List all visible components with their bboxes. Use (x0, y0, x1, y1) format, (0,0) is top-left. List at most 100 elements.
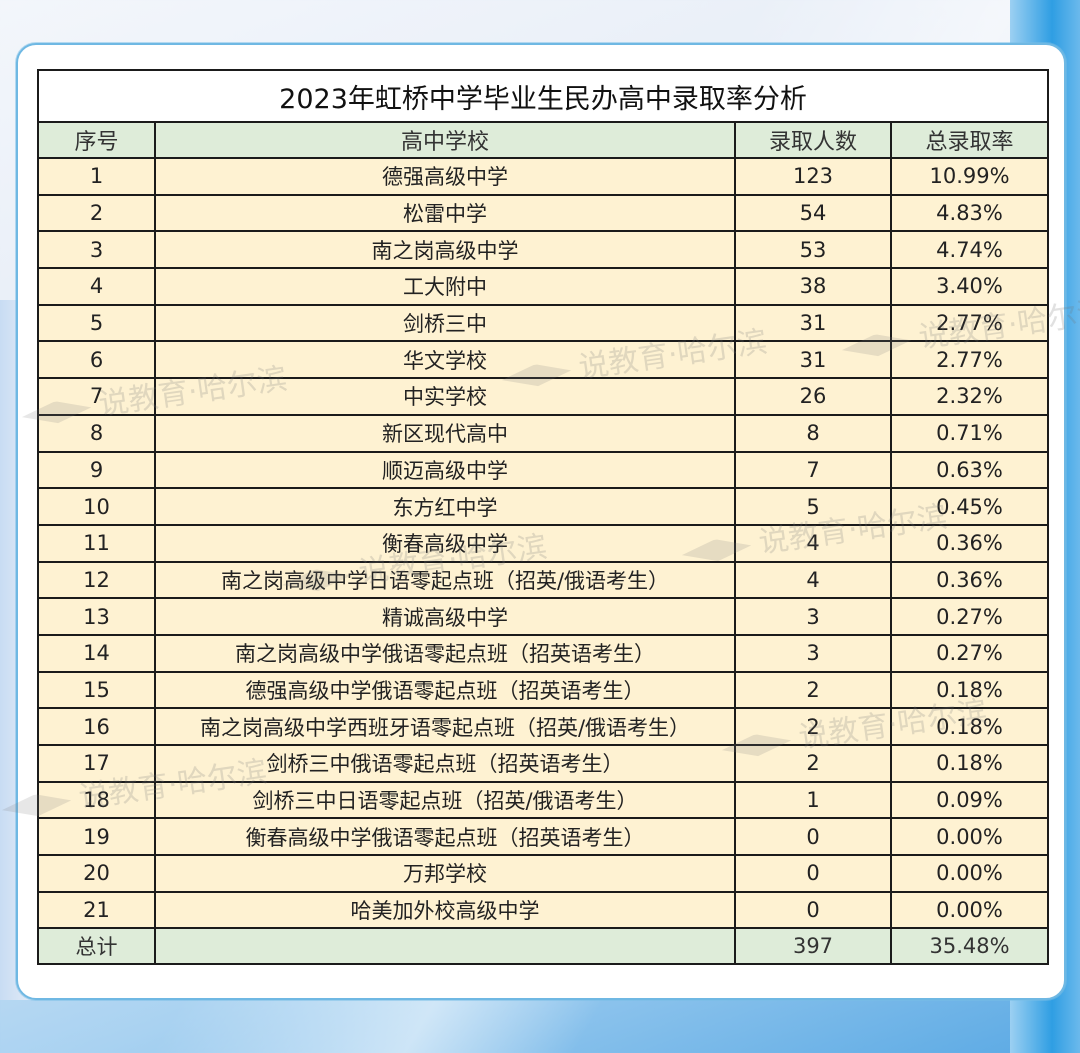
table-row: 2 松雷中学 54 4.83% (37, 193, 1050, 233)
school-name: 剑桥三中日语零起点班（招英/俄语考生） (154, 780, 736, 820)
row-number: 3 (37, 230, 156, 270)
table-row: 17 剑桥三中俄语零起点班（招英语考生） 2 0.18% (37, 744, 1050, 783)
table-row: 14 南之岗高级中学俄语零起点班（招英语考生） 3 0.27% (37, 633, 1050, 673)
row-number: 11 (37, 523, 156, 563)
admission-count: 0 (734, 890, 892, 930)
school-name: 工大附中 (154, 267, 736, 306)
table-row: 7 中实学校 26 2.32% (37, 377, 1050, 416)
table-row: 4 工大附中 38 3.40% (37, 267, 1050, 306)
row-number: 4 (37, 267, 156, 306)
total-school (154, 927, 736, 966)
table-row: 5 剑桥三中 31 2.77% (37, 303, 1050, 343)
admission-rate-table: 2023年虹桥中学毕业生民办高中录取率分析 序号 高中学校 录取人数 总录取率 … (36, 69, 1050, 966)
admission-count: 1 (734, 780, 892, 820)
table-row: 18 剑桥三中日语零起点班（招英/俄语考生） 1 0.09% (37, 780, 1050, 820)
table-row: 6 华文学校 31 2.77% (37, 340, 1050, 380)
school-name: 顺迈高级中学 (154, 450, 736, 490)
row-number: 14 (37, 633, 156, 673)
admission-rate: 0.00% (889, 854, 1050, 893)
table-row: 21 哈美加外校高级中学 0 0.00% (37, 890, 1050, 930)
admission-count: 0 (734, 817, 892, 857)
admission-rate: 0.27% (889, 633, 1050, 673)
admission-count: 2 (734, 670, 892, 710)
row-number: 19 (37, 817, 156, 857)
row-number: 9 (37, 450, 156, 490)
row-number: 5 (37, 303, 156, 343)
table-row: 20 万邦学校 0 0.00% (37, 854, 1050, 893)
school-name: 南之岗高级中学日语零起点班（招英/俄语考生） (154, 560, 736, 600)
school-name: 德强高级中学 (154, 157, 736, 196)
table-row: 15 德强高级中学俄语零起点班（招英语考生） 2 0.18% (37, 670, 1050, 710)
table-row: 19 衡春高级中学俄语零起点班（招英语考生） 0 0.00% (37, 817, 1050, 857)
table-row: 13 精诚高级中学 3 0.27% (37, 597, 1050, 636)
table-title: 2023年虹桥中学毕业生民办高中录取率分析 (36, 69, 1050, 123)
admission-rate: 0.45% (889, 487, 1050, 526)
admission-count: 8 (734, 413, 892, 453)
admission-rate: 0.18% (889, 744, 1050, 783)
row-number: 8 (37, 413, 156, 453)
admission-rate: 4.83% (889, 193, 1050, 233)
table-row: 9 顺迈高级中学 7 0.63% (37, 450, 1050, 490)
admission-count: 53 (734, 230, 892, 270)
admission-rate: 0.36% (889, 560, 1050, 600)
row-number: 15 (37, 670, 156, 710)
admission-rate: 10.99% (889, 157, 1050, 196)
school-name: 南之岗高级中学西班牙语零起点班（招英/俄语考生） (154, 707, 736, 746)
admission-count: 38 (734, 267, 892, 306)
school-name: 德强高级中学俄语零起点班（招英语考生） (154, 670, 736, 710)
admission-rate: 0.27% (889, 597, 1050, 636)
school-name: 剑桥三中 (154, 303, 736, 343)
school-name: 剑桥三中俄语零起点班（招英语考生） (154, 744, 736, 783)
row-number: 18 (37, 780, 156, 820)
total-row: 总计 397 35.48% (37, 927, 1050, 966)
header-no: 序号 (37, 121, 156, 159)
admission-count: 54 (734, 193, 892, 233)
row-number: 20 (37, 854, 156, 893)
table-row: 12 南之岗高级中学日语零起点班（招英/俄语考生） 4 0.36% (37, 560, 1050, 600)
header-count: 录取人数 (734, 121, 892, 159)
admission-count: 31 (734, 340, 892, 380)
header-school: 高中学校 (154, 121, 736, 159)
admission-rate: 0.18% (889, 707, 1050, 746)
total-count: 397 (734, 927, 892, 966)
row-number: 17 (37, 744, 156, 783)
admission-count: 31 (734, 303, 892, 343)
admission-rate: 0.00% (889, 890, 1050, 930)
row-number: 10 (37, 487, 156, 526)
admission-count: 5 (734, 487, 892, 526)
school-name: 南之岗高级中学 (154, 230, 736, 270)
school-name: 东方红中学 (154, 487, 736, 526)
admission-rate: 0.71% (889, 413, 1050, 453)
school-name: 松雷中学 (154, 193, 736, 233)
total-rate: 35.48% (889, 927, 1050, 966)
admission-count: 4 (734, 523, 892, 563)
total-label: 总计 (37, 927, 156, 966)
admission-count: 4 (734, 560, 892, 600)
table-row: 8 新区现代高中 8 0.71% (37, 413, 1050, 453)
admission-rate: 0.18% (889, 670, 1050, 710)
admission-count: 7 (734, 450, 892, 490)
admission-count: 3 (734, 633, 892, 673)
school-name: 中实学校 (154, 377, 736, 416)
school-name: 南之岗高级中学俄语零起点班（招英语考生） (154, 633, 736, 673)
admission-rate: 3.40% (889, 267, 1050, 306)
school-name: 华文学校 (154, 340, 736, 380)
admission-count: 0 (734, 854, 892, 893)
school-name: 新区现代高中 (154, 413, 736, 453)
admission-rate: 2.77% (889, 340, 1050, 380)
admission-rate: 0.63% (889, 450, 1050, 490)
school-name: 精诚高级中学 (154, 597, 736, 636)
row-number: 13 (37, 597, 156, 636)
school-name: 万邦学校 (154, 854, 736, 893)
admission-rate: 0.09% (889, 780, 1050, 820)
admission-count: 2 (734, 744, 892, 783)
admission-rate: 2.32% (889, 377, 1050, 416)
school-name: 衡春高级中学俄语零起点班（招英语考生） (154, 817, 736, 857)
school-name: 衡春高级中学 (154, 523, 736, 563)
row-number: 1 (37, 157, 156, 196)
school-name: 哈美加外校高级中学 (154, 890, 736, 930)
table-row: 16 南之岗高级中学西班牙语零起点班（招英/俄语考生） 2 0.18% (37, 707, 1050, 746)
admission-rate: 0.36% (889, 523, 1050, 563)
table-row: 11 衡春高级中学 4 0.36% (37, 523, 1050, 563)
admission-count: 3 (734, 597, 892, 636)
